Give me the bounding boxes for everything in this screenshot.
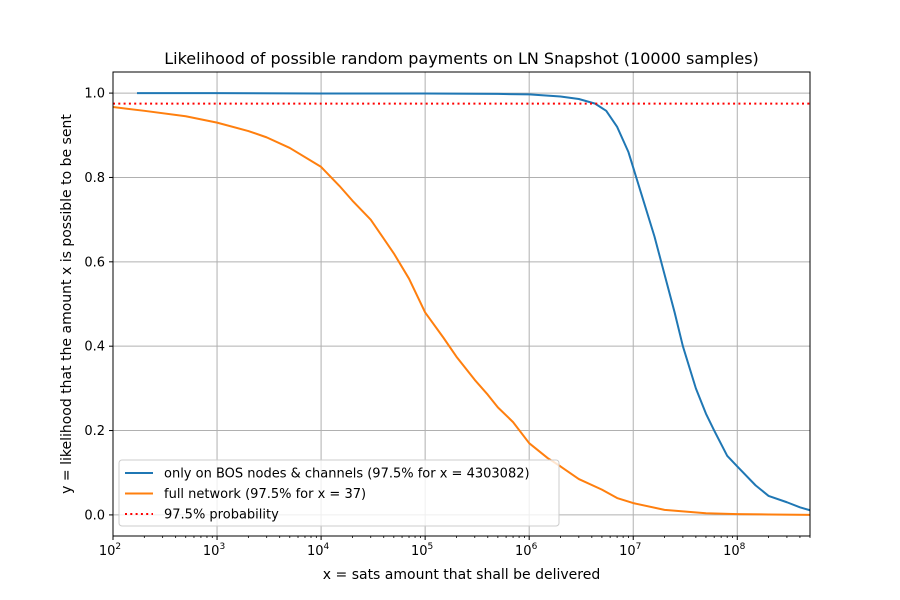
legend-label-1: full network (97.5% for x = 37) <box>164 487 366 502</box>
y-tick-label: 0.2 <box>84 424 105 439</box>
legend-box <box>118 459 560 527</box>
plot-frame <box>112 71 811 537</box>
series-line-0 <box>136 92 811 512</box>
x-tick-label: 107 <box>619 542 641 559</box>
y-tick-label: 0.6 <box>84 255 105 270</box>
legend-label-2: 97.5% probability <box>164 508 279 523</box>
x-tick-label: 105 <box>411 542 433 559</box>
chart-title: Likelihood of possible random payments o… <box>164 49 759 68</box>
x-tick-label: 104 <box>307 542 330 559</box>
y-tick-label: 0.0 <box>84 508 105 523</box>
y-tick-label: 0.8 <box>84 171 105 186</box>
series-line-1 <box>112 106 811 516</box>
axis-ticks: 102 103 104 105 106 107 108 0.0 0.2 0.4 0.6 0.8 1.0 <box>84 87 811 559</box>
x-tick-label: 103 <box>203 542 225 559</box>
y-tick-label: 1.0 <box>84 87 105 102</box>
x-tick-label: 106 <box>515 542 538 559</box>
legend: only on BOS nodes & channels (97.5% for … <box>118 459 560 527</box>
legend-label-0: only on BOS nodes & channels (97.5% for … <box>164 467 530 482</box>
x-axis-label: x = sats amount that shall be delivered <box>323 567 600 583</box>
y-axis-label: y = likelihood that the amount x is poss… <box>59 114 75 494</box>
x-tick-label: 102 <box>99 542 121 559</box>
x-tick-label: 108 <box>723 542 746 559</box>
series-layer <box>112 92 811 516</box>
y-tick-label: 0.4 <box>84 340 105 355</box>
